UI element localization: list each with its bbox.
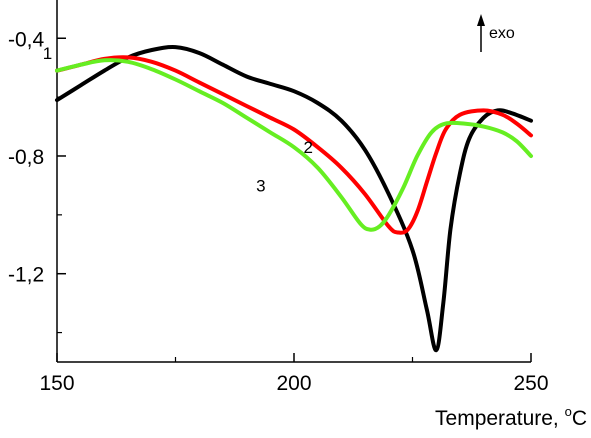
y-tick-label: -1,2: [8, 264, 44, 287]
labels-layer: 1 2 3: [43, 44, 313, 195]
x-axis-title-text: Temperature,: [435, 407, 565, 430]
exo-arrow-head: [477, 14, 485, 26]
x-axis-title-unit: C: [572, 407, 587, 430]
series-2-label: 2: [303, 138, 312, 157]
x-tick-label: 150: [39, 372, 74, 395]
series-3-label: 3: [256, 176, 265, 195]
axes: 150 200 250 -0,4 -0,8 -1,2: [8, 0, 549, 395]
series-1-label: 1: [43, 44, 52, 63]
exo-label: exo: [489, 25, 515, 42]
series-3-line: [55, 58, 533, 232]
x-tick-label: 200: [276, 372, 311, 395]
x-axis-title: Temperature, oC: [435, 404, 587, 430]
series-1-line: [55, 45, 533, 353]
x-tick-label: 250: [513, 372, 548, 395]
series-layer: [55, 45, 533, 353]
y-tick-label: -0,8: [8, 146, 44, 169]
exo-indicator: exo: [477, 14, 515, 52]
series-2-line: [55, 55, 533, 235]
x-axis-title-degree: o: [565, 404, 572, 419]
y-tick-label: -0,4: [8, 28, 45, 51]
